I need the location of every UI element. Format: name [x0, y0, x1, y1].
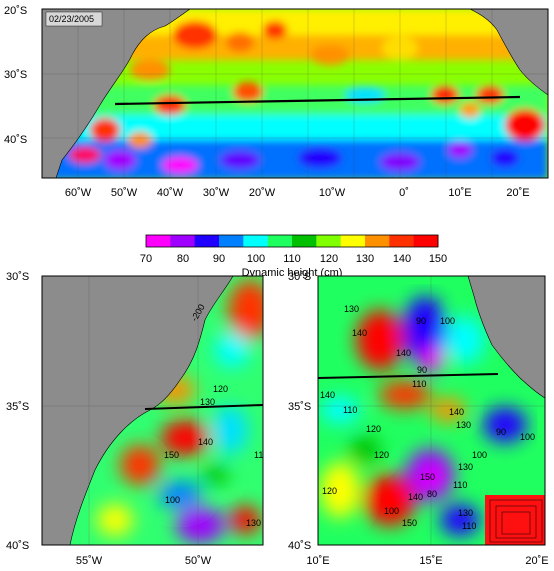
contour-label: 90 [417, 365, 427, 375]
colorbar-swatch [413, 235, 439, 247]
colorbar-tick: 140 [393, 253, 411, 265]
colorbar-swatch [316, 235, 342, 247]
colorbar-swatch [243, 235, 269, 247]
africa-land-zoom [467, 276, 545, 399]
south-america-land [42, 9, 191, 178]
colorbar-tick: 120 [320, 253, 338, 265]
colorbar-swatch [219, 235, 244, 247]
top-lon-label: 20˚E [506, 187, 529, 199]
contour-label: 140 [396, 348, 411, 358]
south-atlantic-map: 02/23/2005 20˚S 30˚S 40˚S 60˚W 50˚W 40˚W… [4, 5, 549, 199]
top-lon-label: 10˚W [319, 187, 346, 199]
right-contour-labels: 130 140 140 90 100 90 110 140 130 110 12… [320, 304, 535, 531]
right-lat-label: 40˚S [288, 540, 311, 552]
left-lat-label: 35˚S [6, 401, 29, 413]
contour-label: 140 [320, 390, 335, 400]
contour-label: 100 [520, 432, 535, 442]
right-lat-label: 35˚S [288, 401, 311, 413]
contour-label: 90 [496, 427, 506, 437]
colorbar-title: Dynamic height (cm) [242, 267, 343, 279]
colorbar-swatch [146, 235, 171, 247]
colorbar-tick: 150 [429, 253, 447, 265]
africa-land [469, 9, 548, 96]
sea-surface-field [42, 9, 548, 178]
contour-label: 130 [200, 397, 215, 407]
left-lat-label: 30˚S [6, 271, 29, 283]
contour-label: 90 [416, 316, 426, 326]
date-badge: 02/23/2005 [45, 11, 103, 27]
contour-label: 120 [374, 450, 389, 460]
contour-label: 140 [408, 492, 423, 502]
brazil-land [42, 276, 234, 545]
contour-label: 130 [458, 508, 473, 518]
colorbar: 70 80 90 100 110 120 130 140 150 Dynamic… [140, 234, 447, 279]
right-lon-label: 20˚E [525, 555, 548, 567]
contour-label: 110 [453, 480, 467, 490]
left-section-line [144, 404, 263, 410]
top-lon-label: 20˚W [249, 187, 276, 199]
section-line [114, 95, 521, 106]
contour-label: 120 [366, 424, 381, 434]
brazil-confluence-map: -200 120 130 140 150 100 110 130 30˚S 35… [6, 271, 268, 567]
colorbar-swatch [194, 235, 220, 247]
contour-label: 100 [384, 506, 399, 516]
contour-label: 150 [402, 518, 417, 528]
left-sea-surface-field: -200 120 130 140 150 100 110 130 [42, 276, 268, 545]
colorbar-tick: 70 [140, 253, 152, 265]
right-section-line [318, 373, 499, 379]
right-lon-label: 15˚E [419, 555, 442, 567]
contour-label: 130 [246, 518, 261, 528]
contour-label: 130 [458, 462, 473, 472]
contour-label: 110 [412, 379, 426, 389]
colorbar-swatch [365, 235, 390, 247]
contour-label: 150 [420, 472, 435, 482]
left-lat-label: 40˚S [6, 540, 29, 552]
contour-label: 110 [254, 450, 268, 460]
contour-label: 140 [352, 328, 367, 338]
agulhas-region-map: 130 140 140 90 100 90 110 140 130 110 12… [288, 271, 549, 567]
right-lat-label: 30˚S [288, 271, 311, 283]
colorbar-swatch [267, 235, 293, 247]
contour-label: 140 [449, 407, 464, 417]
colorbar-swatch [170, 235, 196, 247]
colorbar-tick: 80 [177, 253, 189, 265]
right-lon-label: 10˚E [306, 555, 329, 567]
colorbar-swatch [389, 235, 415, 247]
contour-label: 120 [322, 486, 337, 496]
top-lat-label: 40˚S [4, 134, 27, 146]
date-label: 02/23/2005 [49, 14, 94, 24]
colorbar-tick: 90 [213, 253, 225, 265]
contour-label: 110 [462, 521, 476, 531]
right-sea-surface-field: 130 140 140 90 100 90 110 140 130 110 12… [318, 276, 545, 545]
contour-label: 100 [440, 316, 455, 326]
colorbar-tick: 110 [283, 253, 301, 265]
colorbar-tick: 130 [356, 253, 374, 265]
contour-label: 140 [198, 437, 213, 447]
colorbar-swatch [340, 235, 366, 247]
contour-label: 130 [456, 420, 471, 430]
contour-label: 150 [164, 450, 179, 460]
contour-label: 100 [472, 450, 487, 460]
contour-label: 120 [213, 384, 228, 394]
colorbar-swatches [146, 235, 439, 247]
top-lon-label: 10˚E [448, 187, 471, 199]
contour-label: 130 [344, 304, 359, 314]
colorbar-tick: 100 [247, 253, 265, 265]
top-lon-label: 0˚ [399, 187, 409, 199]
contour-label: 80 [427, 489, 437, 499]
left-lon-label: 50˚W [185, 555, 212, 567]
top-lat-label: 30˚S [4, 69, 27, 81]
contour-label: 100 [165, 495, 180, 505]
top-lon-label: 40˚W [157, 187, 184, 199]
colorbar-swatch [292, 235, 317, 247]
top-lon-label: 30˚W [203, 187, 230, 199]
top-lon-label: 50˚W [111, 187, 138, 199]
contour-label: 110 [343, 405, 357, 415]
left-lon-label: 55˚W [76, 555, 103, 567]
top-lat-label: 20˚S [4, 5, 27, 17]
top-lon-label: 60˚W [65, 187, 92, 199]
